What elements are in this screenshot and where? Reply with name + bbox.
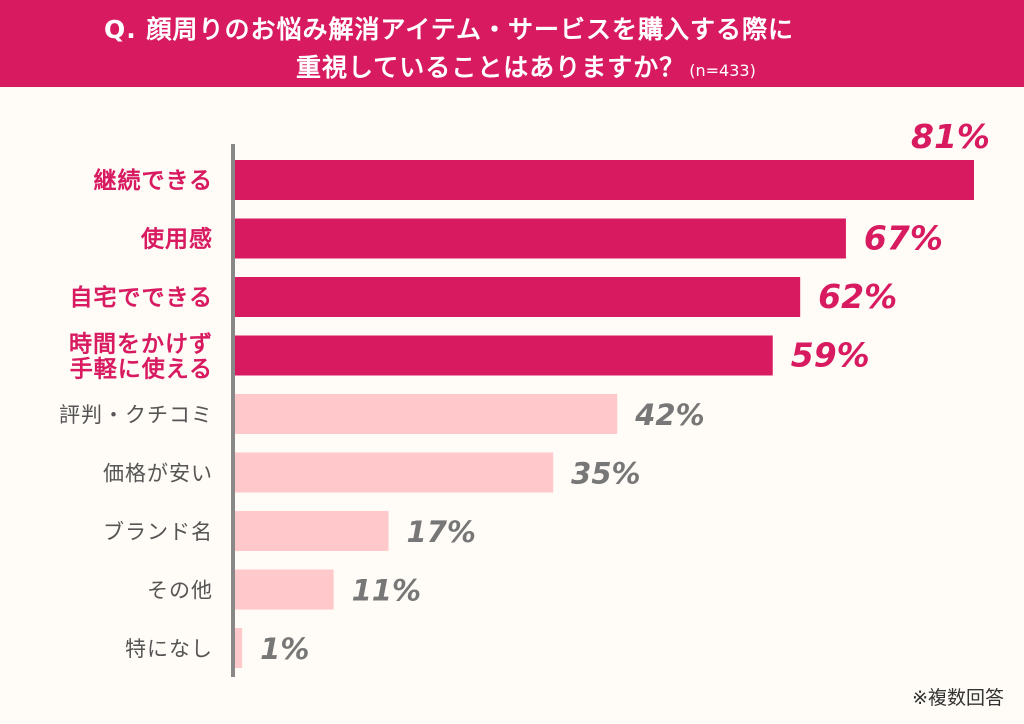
category-label-7: ブランド名 xyxy=(103,520,213,544)
value-label-3: 62% xyxy=(818,277,897,316)
category-label-3: 自宅でできる xyxy=(69,284,213,311)
bar-9 xyxy=(233,628,243,668)
sample-size: (n=433) xyxy=(689,61,756,80)
value-label-6: 35% xyxy=(571,457,640,491)
bar-2 xyxy=(233,218,846,259)
value-label-9: 1% xyxy=(260,632,309,666)
value-label-7: 17% xyxy=(407,515,476,549)
bar-5 xyxy=(233,394,618,434)
category-label-8: その他 xyxy=(147,579,213,603)
bar-3 xyxy=(233,277,801,317)
value-label-1: 81% xyxy=(911,117,990,156)
category-label-2: 使用感 xyxy=(140,226,213,253)
bar-1 xyxy=(233,160,974,200)
question-header: Q. 顔周りのお悩み解消アイテム・サービスを購入する際に 重視していることはあり… xyxy=(0,0,1024,87)
bar-8 xyxy=(233,569,334,610)
question-text-line1: Q. 顔周りのお悩み解消アイテム・サービスを購入する際に xyxy=(104,15,794,44)
question-text-line2-main: 重視していることはありますか？ xyxy=(296,53,686,82)
value-label-2: 67% xyxy=(864,219,943,258)
question-text-line2: 重視していることはありますか？ (n=433) xyxy=(296,48,756,84)
category-label-1: 継続できる xyxy=(93,167,213,194)
bar-7 xyxy=(233,511,389,551)
multiple-answer-note: ※複数回答 xyxy=(912,687,1004,709)
bar-4 xyxy=(233,335,773,376)
category-label-5: 評判・クチコミ xyxy=(59,403,213,427)
value-label-4: 59% xyxy=(791,336,870,375)
category-label-6: 価格が安い xyxy=(103,462,213,486)
bar-6 xyxy=(233,452,554,493)
category-label-4: 時間をかけず手軽に使える xyxy=(69,332,213,383)
value-label-5: 42% xyxy=(634,398,704,432)
bar-chart: 継続できる 81% 使用感 67% 自宅でできる 62% 時間をかけず手軽に使える 59% 評判… xyxy=(59,117,990,677)
category-label-9: 特になし xyxy=(125,637,213,661)
value-label-8: 11% xyxy=(352,574,421,608)
